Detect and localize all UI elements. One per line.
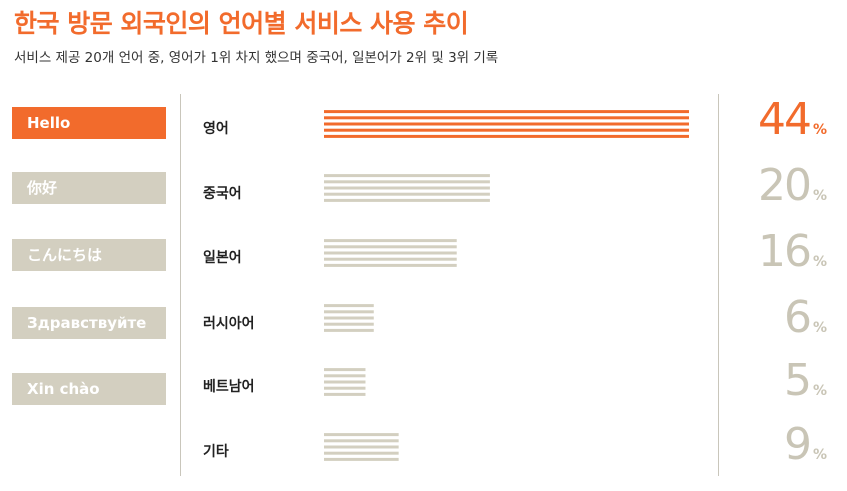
category-label: 베트남어	[203, 379, 255, 395]
bar-stripe	[324, 251, 457, 255]
bar	[324, 239, 457, 267]
bar-stripe	[324, 122, 689, 126]
bar-stripe	[324, 445, 399, 449]
bar	[324, 110, 689, 138]
bar-stripe	[324, 198, 490, 202]
bar-stripe	[324, 174, 490, 178]
bar-stripe	[324, 263, 457, 267]
category-label: 일본어	[203, 250, 242, 266]
bar-stripe	[324, 110, 689, 114]
category-label: 러시아어	[203, 316, 255, 332]
bar-stripe	[324, 322, 374, 326]
bar-stripe	[324, 310, 374, 314]
bar-stripe	[324, 457, 399, 461]
bar-stripe	[324, 192, 490, 196]
bar-stripe	[324, 245, 457, 249]
bar-stripe	[324, 180, 490, 184]
bar-stripe	[324, 433, 399, 437]
category-label: 영어	[203, 121, 229, 137]
value-label: 5%	[783, 355, 827, 406]
greeting-russian: Здравствуйте	[12, 307, 166, 339]
divider-right	[718, 94, 719, 476]
greeting-vietnamese: Xin chào	[12, 373, 166, 405]
divider-left	[180, 94, 181, 476]
greeting-japanese: こんにちは	[12, 239, 166, 271]
greeting-english: Hello	[12, 107, 166, 139]
bar-stripe	[324, 439, 399, 443]
bar	[324, 174, 490, 202]
bar-stripe	[324, 380, 366, 384]
value-label: 20%	[757, 160, 827, 211]
bar-stripe	[324, 134, 689, 138]
bar-stripe	[324, 128, 689, 132]
category-label: 기타	[203, 444, 229, 460]
bar-stripe	[324, 186, 490, 190]
bar-stripe	[324, 328, 374, 332]
bar	[324, 304, 374, 332]
bar-stripe	[324, 116, 689, 120]
value-label: 6%	[783, 292, 827, 343]
bar	[324, 368, 366, 396]
bar-stripe	[324, 374, 366, 378]
bar-stripe	[324, 239, 457, 243]
value-label: 44%	[757, 94, 827, 145]
bar-stripe	[324, 451, 399, 455]
value-label: 16%	[757, 226, 827, 277]
bar	[324, 433, 399, 461]
value-label: 9%	[783, 419, 827, 470]
bar-stripe	[324, 304, 374, 308]
greeting-chinese: 你好	[12, 172, 166, 204]
bar-stripe	[324, 392, 366, 396]
bar-stripe	[324, 257, 457, 261]
bar-stripe	[324, 316, 374, 320]
chart-subtitle: 서비스 제공 20개 언어 중, 영어가 1위 차지 했으며 중국어, 일본어가…	[14, 50, 499, 66]
bar-stripe	[324, 386, 366, 390]
bar-stripe	[324, 368, 366, 372]
chart-title: 한국 방문 외국인의 언어별 서비스 사용 추이	[14, 9, 469, 38]
category-label: 중국어	[203, 186, 242, 202]
